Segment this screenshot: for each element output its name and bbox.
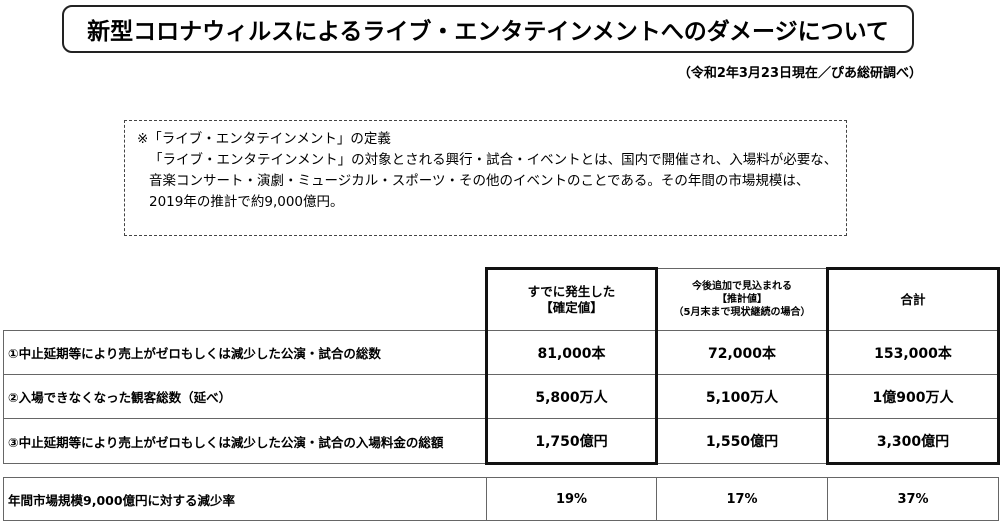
definition-line-2: 音楽コンサート・演劇・ミュージカル・スポーツ・その他のイベントのことである。その… <box>149 173 810 189</box>
cell-estimated: 5,100万人 <box>656 374 828 419</box>
reduction-label: 年間市場規模9,000億円に対する減少率 <box>3 477 487 521</box>
definition-line-1: 「ライブ・エンタテインメント」の対象とされる興行・試合・イベントとは、国内で開催… <box>149 152 838 168</box>
cell-total: 1億900万人 <box>826 374 1000 419</box>
header-blank-cell <box>4 269 487 331</box>
row-label: ③中止延期等により売上がゼロもしくは減少した公演・試合の入場料金の総額 <box>3 418 487 464</box>
cell-total: 3,300億円 <box>826 418 1000 465</box>
damage-table: すでに発生した 【確定値】 今後追加で見込まれる 【推計値】 （5月末まで現状継… <box>3 267 1000 465</box>
as-of-note: （令和2年3月23日現在／ぴあ総研調べ） <box>677 66 922 81</box>
header-estimated-line1: 今後追加で見込まれる <box>692 281 792 292</box>
header-confirmed-line2: 【確定値】 <box>540 300 603 315</box>
table-row: ①中止延期等により売上がゼロもしくは減少した公演・試合の総数 81,000本 7… <box>3 330 1000 375</box>
row-label: ②入場できなくなった観客総数（延べ） <box>3 374 487 419</box>
reduction-table: 年間市場規模9,000億円に対する減少率 19% 17% 37% <box>3 477 999 521</box>
reduction-row: 年間市場規模9,000億円に対する減少率 19% 17% 37% <box>3 477 999 521</box>
row-label: ①中止延期等により売上がゼロもしくは減少した公演・試合の総数 <box>3 330 487 375</box>
table-row: ③中止延期等により売上がゼロもしくは減少した公演・試合の入場料金の総額 1,75… <box>3 418 1000 465</box>
reduction-estimated: 17% <box>656 477 828 521</box>
table-header-row: すでに発生した 【確定値】 今後追加で見込まれる 【推計値】 （5月末まで現状継… <box>4 267 1000 331</box>
definition-box: ※「ライブ・エンタテインメント」の定義 「ライブ・エンタテインメント」の対象とさ… <box>124 120 847 236</box>
cell-estimated: 1,550億円 <box>656 418 828 464</box>
reduction-confirmed: 19% <box>486 477 657 521</box>
header-estimated-line3: （5月末まで現状継続の場合） <box>673 307 811 318</box>
page-title-text: 新型コロナウィルスによるライブ・エンタテインメントへのダメージについて <box>87 19 889 45</box>
cell-confirmed: 5,800万人 <box>485 374 658 419</box>
page-title: 新型コロナウィルスによるライブ・エンタテインメントへのダメージについて <box>62 5 914 53</box>
header-total: 合計 <box>826 267 1000 331</box>
cell-confirmed: 1,750億円 <box>485 418 658 465</box>
definition-line-3: 2019年の推計で約9,000億円。 <box>149 194 344 210</box>
cell-estimated: 72,000本 <box>656 330 828 375</box>
definition-heading: ※「ライブ・エンタテインメント」の定義 <box>137 131 391 147</box>
table-row: ②入場できなくなった観客総数（延べ） 5,800万人 5,100万人 1億900… <box>3 374 1000 419</box>
cell-total: 153,000本 <box>826 330 1000 375</box>
header-confirmed: すでに発生した 【確定値】 <box>485 267 658 331</box>
reduction-total: 37% <box>827 477 999 521</box>
header-estimated-line2: 【推計値】 <box>717 294 767 305</box>
header-confirmed-line1: すでに発生した <box>527 284 616 299</box>
header-estimated: 今後追加で見込まれる 【推計値】 （5月末まで現状継続の場合） <box>656 268 828 331</box>
cell-confirmed: 81,000本 <box>485 330 658 375</box>
